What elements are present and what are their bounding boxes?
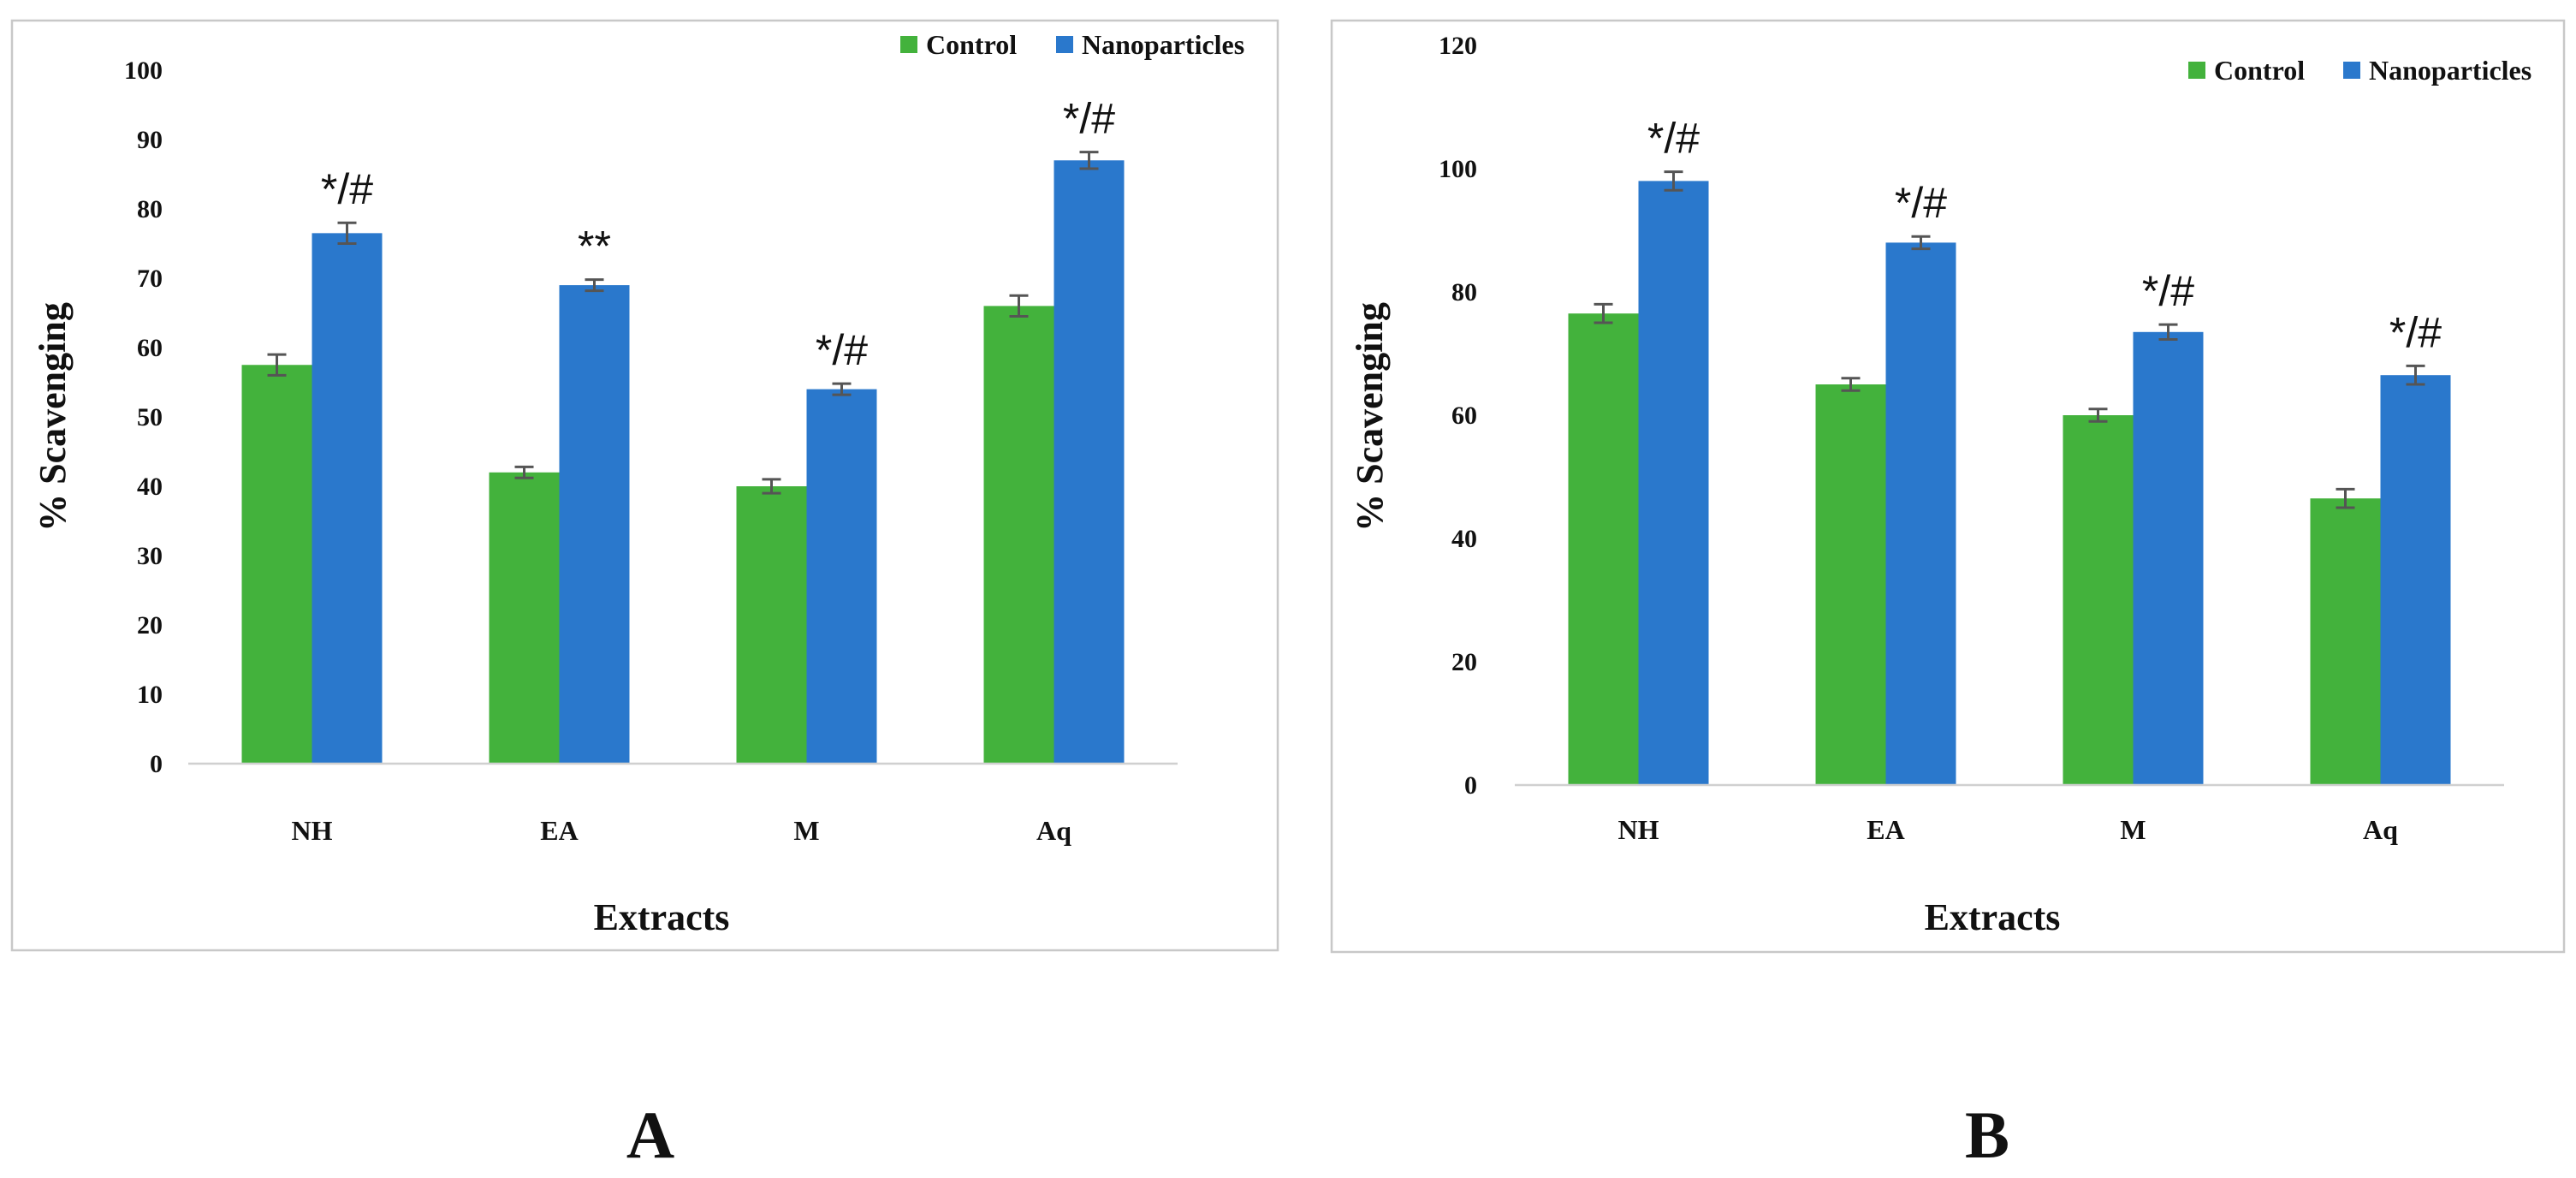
x-category-label: Aq xyxy=(2363,814,2398,845)
y-tick-label: 80 xyxy=(1451,278,1477,306)
y-tick-label: 60 xyxy=(1451,402,1477,430)
error-bar-nanoparticles-m xyxy=(832,382,852,396)
y-tick-label: 100 xyxy=(124,57,163,85)
y-tick-label: 50 xyxy=(137,403,163,431)
y-tick-label: 30 xyxy=(137,542,163,570)
y-tick-label: 40 xyxy=(137,473,163,501)
bar-nanoparticles-aq xyxy=(1054,160,1125,765)
error-bar-control-nh xyxy=(267,353,287,377)
panel-label-a: A xyxy=(626,1098,674,1172)
x-category-label: EA xyxy=(1867,814,1904,845)
error-bar-nanoparticles-ea xyxy=(1911,235,1931,251)
error-bar-nanoparticles-m xyxy=(2158,323,2178,341)
bar-control-nh xyxy=(241,365,312,764)
panel-label-b: B xyxy=(1965,1098,2009,1172)
bar-control-ea xyxy=(489,472,560,764)
legend-label-nanoparticles: Nanoparticles xyxy=(2369,55,2531,86)
x-category-label: EA xyxy=(540,815,578,846)
error-bar-control-m xyxy=(2088,408,2108,423)
legend-swatch-nanoparticles xyxy=(1056,36,1073,53)
y-tick-label: 20 xyxy=(137,611,163,640)
significance-annotation: */# xyxy=(321,165,373,213)
legend: Control Nanoparticles xyxy=(2188,55,2531,86)
y-tick-label: 90 xyxy=(137,126,163,154)
x-category-label: M xyxy=(793,815,819,846)
error-bar-control-m xyxy=(762,478,781,495)
y-tick-label: 20 xyxy=(1451,648,1477,676)
legend-swatch-control xyxy=(900,36,917,53)
legend-label-control: Control xyxy=(2214,55,2305,86)
significance-annotation: */# xyxy=(2389,308,2442,356)
error-bar-nanoparticles-ea xyxy=(585,278,604,293)
y-tick-label: 80 xyxy=(137,195,163,223)
legend-swatch-nanoparticles xyxy=(2343,62,2360,79)
x-category-label: NH xyxy=(1618,814,1659,845)
error-bar-control-nh xyxy=(1594,302,1613,324)
chart-panel-b: 0 20 40 60 80 100 120 */# NH */# EA */# M */# Aq Extrac… xyxy=(1330,19,2566,1172)
error-bar-nanoparticles-aq xyxy=(2406,364,2425,386)
bar-nanoparticles-nh xyxy=(312,233,383,765)
bar-control-m xyxy=(2063,415,2134,785)
x-category-label: Aq xyxy=(1036,815,1071,846)
significance-annotation: */# xyxy=(1063,95,1115,143)
bar-nanoparticles-m xyxy=(2133,331,2204,785)
x-category-label: M xyxy=(2120,814,2146,845)
significance-annotation: ** xyxy=(578,223,611,271)
legend-label-nanoparticles: Nanoparticles xyxy=(1082,29,1244,60)
chart-panel-a: 0 10 20 30 40 50 60 70 80 90 100 */# NH ** EA */# M */# Aq… xyxy=(10,19,1279,1172)
bar-control-ea xyxy=(1815,384,1886,785)
bar-control-aq xyxy=(2310,498,2381,785)
x-category-label: NH xyxy=(292,815,333,846)
legend-label-control: Control xyxy=(926,29,1017,60)
x-axis-title: Extracts xyxy=(1925,896,2061,938)
bar-control-nh xyxy=(1568,313,1639,785)
y-axis-title: % Scavenging xyxy=(32,302,74,532)
y-tick-label: 60 xyxy=(137,334,163,362)
x-axis-title: Extracts xyxy=(594,896,730,938)
error-bar-control-aq xyxy=(1009,294,1029,318)
error-bar-control-aq xyxy=(2336,487,2355,509)
y-tick-label: 70 xyxy=(137,265,163,293)
error-bar-nanoparticles-aq xyxy=(1079,151,1099,170)
significance-annotation: */# xyxy=(816,326,868,374)
error-bar-nanoparticles-nh xyxy=(337,221,357,245)
error-bar-control-ea xyxy=(1841,377,1861,392)
y-tick-label: 0 xyxy=(150,750,163,778)
error-bar-control-ea xyxy=(514,465,534,479)
bar-nanoparticles-m xyxy=(806,389,877,764)
significance-annotation: */# xyxy=(1647,115,1700,163)
y-tick-label: 40 xyxy=(1451,525,1477,553)
significance-annotation: */# xyxy=(2142,267,2194,315)
bar-control-m xyxy=(736,486,807,764)
y-tick-label: 100 xyxy=(1439,155,1477,183)
legend-swatch-control xyxy=(2188,62,2205,79)
bar-control-aq xyxy=(983,306,1054,764)
y-tick-label: 0 xyxy=(1464,771,1477,800)
significance-annotation: */# xyxy=(1895,179,1947,227)
bar-nanoparticles-ea xyxy=(1885,242,1956,785)
error-bar-nanoparticles-nh xyxy=(1664,170,1683,192)
bar-nanoparticles-ea xyxy=(559,285,630,765)
y-tick-label: 10 xyxy=(137,681,163,709)
legend: Control Nanoparticles xyxy=(900,29,1244,60)
y-tick-label: 120 xyxy=(1439,32,1477,60)
bar-nanoparticles-aq xyxy=(2380,375,2451,785)
y-axis-title: % Scavenging xyxy=(1349,302,1391,532)
bar-nanoparticles-nh xyxy=(1638,181,1709,785)
